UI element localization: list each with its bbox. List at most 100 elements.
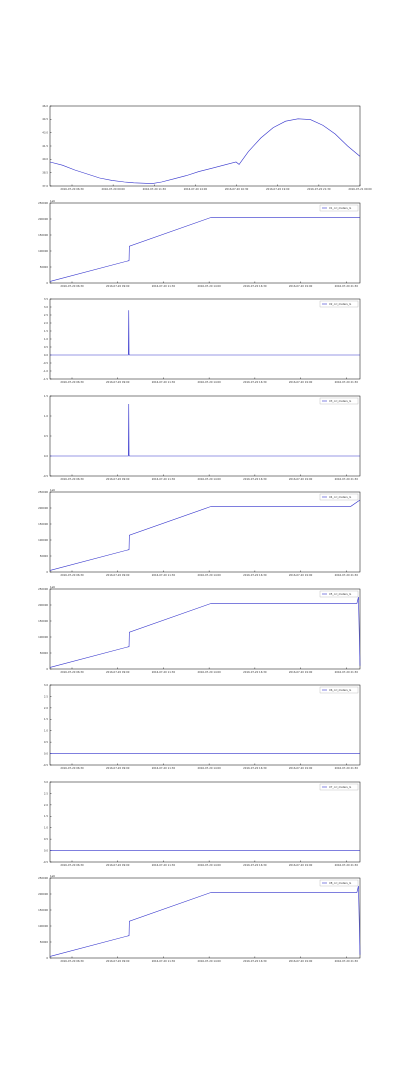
x-tick-label: 2016-07-20 14:00 xyxy=(197,573,221,577)
y-tick-label: 150000 xyxy=(38,522,48,526)
y-tick-label: 41.5 xyxy=(42,144,48,148)
plot-frame xyxy=(49,491,361,573)
x-tick-label: 2016-07-20 09:00 xyxy=(106,284,130,288)
x-tick-label: 2016-07-20 06:30 xyxy=(60,187,84,191)
x-tick-label: 2016-07-20 11:30 xyxy=(152,573,176,577)
x-tick-label: 2016-07-20 16:30 xyxy=(243,477,267,481)
x-tick-label: 2016-07-20 06:30 xyxy=(60,959,84,963)
legend-entry: X8_ccl_meters_IL xyxy=(329,881,352,885)
x-tick-label: 2016-07-20 21:30 xyxy=(335,766,359,770)
x-tick-label: 2016-07-20 09:00 xyxy=(101,187,125,191)
legend-box xyxy=(319,783,359,791)
y-tick-label: 0 xyxy=(46,956,48,960)
x-tick-label: 2016-07-20 11:30 xyxy=(152,766,176,770)
y-tick-label: 0.0 xyxy=(44,848,48,852)
chart-panel-8: -0.5 0.0 0.5 1.0 1.5 2.0 2.5 3.0 2016-07-20 06:3… xyxy=(0,779,400,869)
x-tick-label: 2016-07-20 06:30 xyxy=(60,766,84,770)
x-tick-label: 2016-07-20 09:00 xyxy=(106,766,130,770)
x-tick-label: 2016-07-20 21:30 xyxy=(335,959,359,963)
y-tick-label: 50000 xyxy=(40,265,49,269)
plot-frame xyxy=(49,105,361,187)
x-tick-label: 2016-07-20 09:00 xyxy=(106,959,130,963)
x-tick-label: 2016-07-20 14:00 xyxy=(197,380,221,384)
y-tick-label: 2.0 xyxy=(44,706,48,710)
chart-panel-5: 0 50000 100000 150000 200000 250000 2016-07-20… xyxy=(0,488,400,579)
y-tick-label: -0.5 xyxy=(43,474,48,478)
y-tick-label: 0.5 xyxy=(44,837,48,841)
y-tick-label: 150000 xyxy=(38,908,48,912)
chart-panel-9: 0 50000 100000 150000 200000 250000 2016-07-20… xyxy=(0,874,400,965)
x-tick-label: 2016-07-20 06:30 xyxy=(60,573,84,577)
y-tick-label: 100000 xyxy=(38,538,48,542)
legend-box xyxy=(319,493,359,501)
x-tick-label: 2016-07-20 16:30 xyxy=(243,573,267,577)
x-tick-label: 2016-07-20 16:30 xyxy=(243,863,267,867)
y-tick-label: 200000 xyxy=(38,892,48,896)
series-line-1 xyxy=(49,217,360,282)
y-tick-label: 0 xyxy=(46,281,48,285)
x-tick-label: 2016-07-20 11:30 xyxy=(143,187,167,191)
y-tick-label: -0.5 xyxy=(43,860,48,864)
y-tick-label: 200000 xyxy=(38,217,48,221)
y-tick-label: 2.0 xyxy=(44,803,48,807)
chart-panel-3: -1.5 -1.0 -0.5 0.0 0.5 1.0 1.5 2.0 2.5 3.0 3.5 2016… xyxy=(0,296,400,386)
x-tick-label: 2016-07-20 09:00 xyxy=(106,863,130,867)
x-tick-label: 2016-07-20 19:00 xyxy=(289,380,313,384)
x-tick-label: 2016-07-20 09:00 xyxy=(106,573,130,577)
x-tick-label: 2016-07-20 11:30 xyxy=(152,959,176,963)
y-tick-label: 150000 xyxy=(38,619,48,623)
y-tick-label: 0.5 xyxy=(44,740,48,744)
x-tick-label: 2016-07-20 14:00 xyxy=(197,766,221,770)
y-tick-label: 50000 xyxy=(40,651,49,655)
chart-svg-3: -1.5 -1.0 -0.5 0.0 0.5 1.0 1.5 2.0 2.5 3.0 3.5 2016… xyxy=(43,297,361,384)
x-tick-label: 2016-07-20 09:00 xyxy=(106,477,130,481)
y-tick-label: 0.0 xyxy=(44,751,48,755)
plot-frame xyxy=(49,684,361,766)
y-tick-label: 0.5 xyxy=(44,434,48,438)
x-tick-label: 2016-07-20 16:30 xyxy=(243,284,267,288)
y-tick-label: 1.0 xyxy=(44,337,48,341)
legend-box xyxy=(319,397,359,405)
y-tick-label: 50000 xyxy=(40,940,49,944)
x-tick-label: 2016-07-20 06:30 xyxy=(60,670,84,674)
y-tick-label: 1.5 xyxy=(44,717,48,721)
y-tick-label: -1.0 xyxy=(43,369,48,373)
x-tick-label: 2016-07-20 06:30 xyxy=(60,380,84,384)
x-tick-label: 2016-07-20 19:00 xyxy=(289,766,313,770)
y-tick-label: 43.0 xyxy=(42,131,48,135)
chart-panel-6: 0 50000 100000 150000 200000 250000 2016-07-20… xyxy=(0,585,400,676)
y-tick-label: 3.0 xyxy=(44,683,48,687)
y-tick-label: 200000 xyxy=(38,603,48,607)
y-tick-label: 2.0 xyxy=(44,321,48,325)
x-tick-label: 2016-07-20 06:30 xyxy=(60,477,84,481)
y-tick-label: 1.5 xyxy=(44,814,48,818)
x-tick-label: 2016-07-20 19:00 xyxy=(289,670,313,674)
x-tick-label: 2016-07-20 14:00 xyxy=(197,284,221,288)
y-tick-label: 1.5 xyxy=(44,329,48,333)
y-tick-label: -0.5 xyxy=(43,763,48,767)
y-tick-label: 2.5 xyxy=(44,791,48,795)
legend-entry: X2_ccl_meters_IL xyxy=(329,302,352,306)
y-tick-label: 0.5 xyxy=(44,345,48,349)
x-tick-label: 2016-07-20 19:00 xyxy=(289,863,313,867)
x-tick-label: 2016-07-20 19:00 xyxy=(289,284,313,288)
legend-box xyxy=(319,300,359,308)
plot-frame xyxy=(49,298,361,380)
series-line-1 xyxy=(50,403,360,457)
legend-entry: X1_ccl_meters_IL xyxy=(329,206,352,210)
y-tick-label: 250000 xyxy=(38,876,48,880)
y-tick-label: 200000 xyxy=(38,506,48,510)
x-tick-label: 2016-07-20 11:30 xyxy=(152,477,176,481)
x-tick-label: 2016-07-20 14:00 xyxy=(197,863,221,867)
legend-entry: X7_ccl_meters_IL xyxy=(329,785,352,789)
legend-entry: X3_ccl_meters_IL xyxy=(329,399,352,403)
x-tick-label: 2016-07-20 06:30 xyxy=(60,863,84,867)
chart-svg-6: 0 50000 100000 150000 200000 250000 2016-07-20… xyxy=(38,585,361,674)
y-tick-label: 50000 xyxy=(40,554,49,558)
x-tick-label: 2016-07-20 14:00 xyxy=(197,477,221,481)
x-tick-label: 2016-07-20 16:30 xyxy=(225,187,249,191)
x-tick-label: 2016-07-20 11:30 xyxy=(152,284,176,288)
chart-svg-4: -0.5 0.0 0.5 1.0 1.5 2016-07-20 06:30 2016-07-… xyxy=(43,394,361,481)
y-tick-label: 46.0 xyxy=(42,104,48,108)
